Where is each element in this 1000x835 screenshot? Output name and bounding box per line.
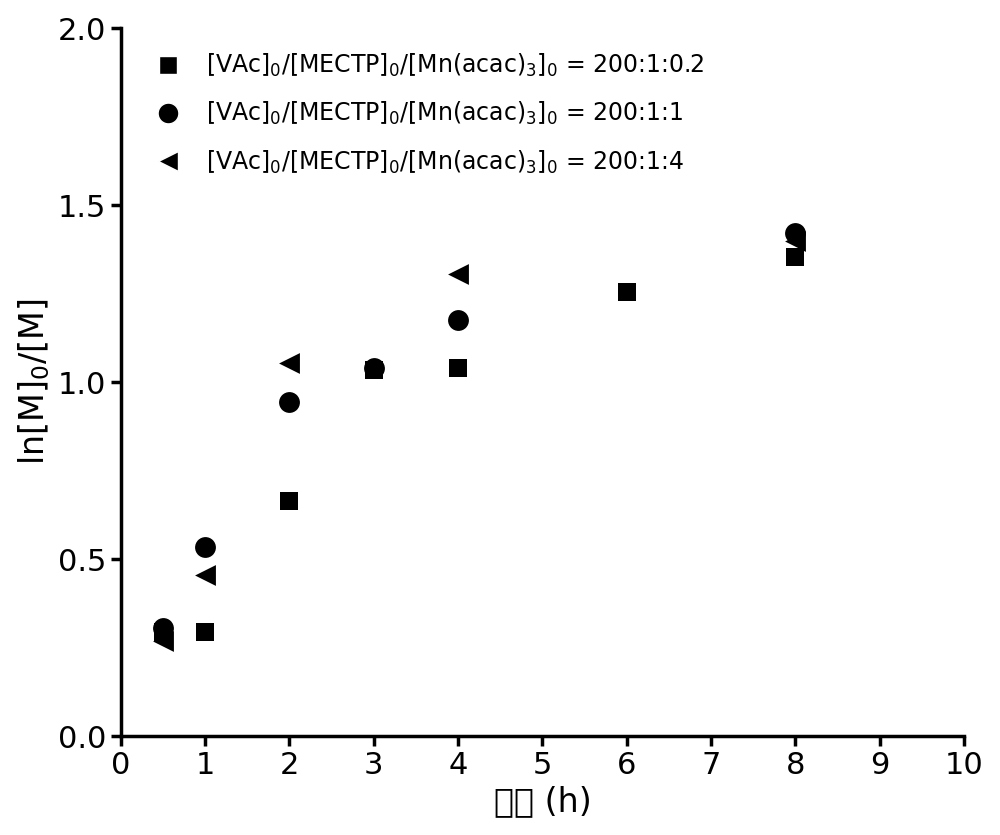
Point <box>197 625 213 639</box>
Y-axis label: ln[M]$_0$/[M]: ln[M]$_0$/[M] <box>17 299 52 465</box>
Point <box>155 625 171 639</box>
Point <box>787 234 803 247</box>
Point <box>787 227 803 240</box>
Point <box>450 314 466 327</box>
Point <box>197 540 213 554</box>
Legend: [VAc]$_0$/[MECTP]$_0$/[Mn(acac)$_3$]$_0$ = 200:1:0.2, [VAc]$_0$/[MECTP]$_0$/[Mn(: [VAc]$_0$/[MECTP]$_0$/[Mn(acac)$_3$]$_0$… <box>133 40 716 188</box>
Point <box>366 363 382 377</box>
Point <box>450 362 466 375</box>
Point <box>281 494 297 508</box>
Point <box>197 569 213 582</box>
Point <box>450 267 466 281</box>
Point <box>787 250 803 263</box>
Point <box>155 621 171 635</box>
Point <box>155 634 171 647</box>
Point <box>281 395 297 408</box>
X-axis label: 时间 (h): 时间 (h) <box>494 786 591 818</box>
Point <box>366 362 382 375</box>
Point <box>619 286 635 299</box>
Point <box>281 356 297 369</box>
